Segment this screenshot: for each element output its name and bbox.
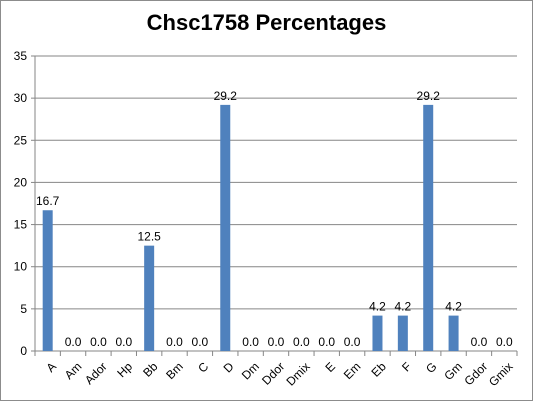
data-label-c: 0.0 <box>192 335 209 349</box>
data-label-em: 0.0 <box>344 335 361 349</box>
bars <box>42 104 459 351</box>
y-tick-label: 20 <box>14 175 28 189</box>
data-label-gmix: 0.0 <box>496 335 513 349</box>
x-tick-label: Bm <box>163 359 186 382</box>
x-tick-label: Bb <box>140 359 161 380</box>
x-tick-label: Am <box>62 359 85 382</box>
data-label-dm: 0.0 <box>242 335 259 349</box>
bar-a <box>42 210 53 351</box>
bar-g <box>423 104 434 351</box>
gridlines <box>35 55 517 310</box>
data-labels: 16.7 0.0 0.0 0.0 12.5 0.0 0.0 29.2 0.0 0.0 0.0 0.0 0… <box>36 89 513 349</box>
data-label-d: 29.2 <box>214 89 238 103</box>
y-tick-label: 0 <box>20 344 27 358</box>
data-label-eb: 4.2 <box>369 300 386 314</box>
data-label-bb: 12.5 <box>137 230 161 244</box>
bar-f <box>397 315 408 351</box>
data-label-am: 0.0 <box>65 335 82 349</box>
x-tick-label: Em <box>341 359 364 382</box>
data-label-ador: 0.0 <box>90 335 107 349</box>
data-label-bm: 0.0 <box>166 335 183 349</box>
data-label-a: 16.7 <box>36 194 60 208</box>
y-tick-label: 15 <box>14 218 28 232</box>
x-tick-label: F <box>399 359 414 374</box>
x-tick-label: Hp <box>114 359 135 380</box>
data-label-gm: 4.2 <box>445 300 462 314</box>
data-label-f: 4.2 <box>394 300 411 314</box>
y-tick-label: 30 <box>14 91 28 105</box>
y-tick-label: 5 <box>20 302 27 316</box>
x-tick-label: C <box>195 359 211 375</box>
x-tick-label: Dm <box>239 359 262 382</box>
bar-gm <box>448 315 459 351</box>
data-label-e: 0.0 <box>318 335 335 349</box>
y-tick-label: 10 <box>14 260 28 274</box>
y-tick-label: 25 <box>14 133 28 147</box>
bar-bb <box>144 245 155 351</box>
x-tick-label: Eb <box>369 359 390 380</box>
x-tick-label: Ddor <box>259 359 287 387</box>
data-label-g: 29.2 <box>417 89 441 103</box>
x-tick-label: Gdor <box>462 359 491 388</box>
data-label-gdor: 0.0 <box>471 335 488 349</box>
y-tick-label: 35 <box>14 49 28 63</box>
data-label-hp: 0.0 <box>115 335 132 349</box>
x-tick-label: Gmix <box>486 359 516 389</box>
data-label-ddor: 0.0 <box>268 335 285 349</box>
data-label-dmix: 0.0 <box>293 335 310 349</box>
x-tick-label: D <box>221 359 237 375</box>
bar-eb <box>372 315 383 351</box>
x-tick-label: A <box>43 359 59 375</box>
axes <box>31 55 518 356</box>
x-tick-label: G <box>423 359 440 376</box>
x-tick-label: Ador <box>82 359 110 387</box>
chart-title: Chsc1758 Percentages <box>146 10 387 35</box>
x-tick-label: Dmix <box>283 359 312 388</box>
x-tick-label: E <box>323 359 339 375</box>
bar-d <box>220 104 231 351</box>
